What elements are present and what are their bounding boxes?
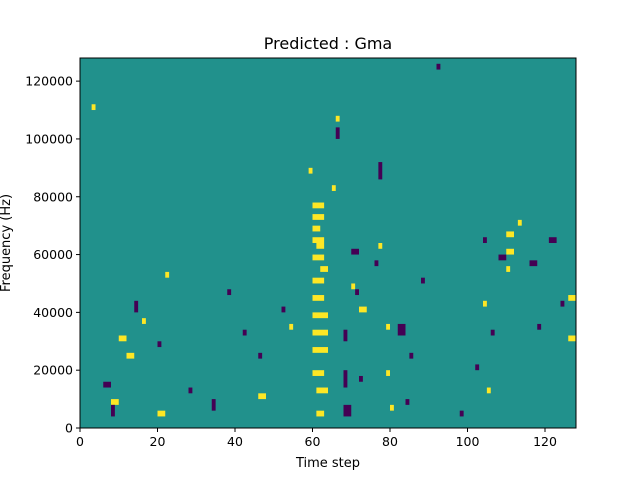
heatmap-cell: [91, 104, 96, 111]
heatmap-cell: [390, 404, 394, 411]
heatmap-cell: [316, 243, 325, 249]
heatmap-cell: [142, 318, 146, 324]
x-tick-label: 40: [227, 434, 243, 449]
x-tick-label: 20: [150, 434, 166, 449]
x-tick-label: 60: [305, 434, 321, 449]
heatmap-cell: [335, 115, 340, 122]
plot-frame: [79, 57, 577, 429]
heatmap-cell: [506, 266, 511, 272]
heatmap-cell: [335, 127, 340, 139]
heatmap-cell: [289, 323, 294, 330]
x-axis: 0 20 40 60 80 100 120: [76, 428, 557, 449]
heatmap-cell: [355, 289, 359, 296]
heatmap-cell: [386, 323, 390, 330]
x-tick-label: 80: [382, 434, 398, 449]
heatmap-cell: [312, 214, 325, 220]
heatmap-cell: [459, 410, 464, 417]
heatmap-cell: [165, 271, 170, 278]
heatmap-cell: [316, 410, 325, 417]
heatmap-cell: [281, 306, 286, 313]
heatmap-cell: [483, 300, 487, 307]
heatmap-cell: [312, 347, 328, 353]
heatmap-cells: [91, 63, 576, 417]
heatmap-cell: [211, 399, 216, 411]
heatmap-cell: [374, 260, 379, 267]
y-tick-label: 100000: [25, 131, 73, 146]
heatmap-cell: [312, 312, 328, 319]
heatmap-cell: [343, 329, 348, 342]
heatmap-cell: [409, 352, 414, 359]
heatmap-cell: [537, 323, 542, 330]
heatmap-cell: [312, 277, 325, 284]
y-tick-label: 80000: [33, 189, 73, 204]
y-tick-label: 20000: [33, 363, 73, 378]
heatmap-cell: [397, 323, 406, 336]
heatmap-cell: [118, 335, 127, 342]
heatmap-cell: [506, 248, 514, 255]
plot-background: [80, 58, 576, 428]
heatmap-cell: [386, 370, 390, 376]
heatmap-cell: [312, 329, 328, 336]
heatmap-cell: [331, 185, 336, 191]
heatmap-cell: [486, 387, 491, 394]
heatmap-cell: [405, 399, 410, 405]
heatmap-cell: [316, 387, 328, 394]
heatmap-cell: [359, 375, 363, 382]
heatmap-cell: [111, 404, 115, 417]
heatmap-cell: [548, 237, 557, 243]
heatmap-cell: [351, 283, 356, 290]
y-tick-label: 0: [65, 421, 73, 436]
heatmap-cell: [227, 289, 232, 296]
heatmap-cell: [506, 231, 514, 238]
heatmap-cell: [111, 399, 119, 405]
heatmap-cell: [568, 295, 576, 301]
heatmap-cell: [242, 329, 247, 336]
x-axis-label: Time step: [295, 456, 360, 471]
heatmap-cell: [560, 300, 565, 307]
heatmap-cell: [378, 162, 383, 180]
heatmap-cell: [343, 404, 352, 417]
y-tick-label: 60000: [33, 247, 73, 262]
y-axis-label: Frequency (Hz): [0, 194, 14, 292]
heatmap-cell: [568, 335, 576, 342]
x-tick-label: 120: [533, 434, 557, 449]
x-tick-label: 0: [76, 434, 84, 449]
heatmap-cell: [258, 352, 263, 359]
heatmap-cell: [157, 410, 166, 417]
heatmap-cell: [308, 167, 313, 174]
heatmap-cell: [483, 237, 487, 243]
heatmap-cell: [157, 341, 162, 348]
heatmap-cell: [312, 225, 321, 232]
heatmap-cell: [343, 370, 348, 388]
heatmap-cell: [103, 381, 111, 388]
y-axis: 0 20000 40000 60000 80000 100000 120000: [25, 74, 80, 436]
heatmap-cell: [320, 266, 328, 272]
y-tick-label: 40000: [33, 305, 73, 320]
y-tick-label: 120000: [25, 74, 73, 89]
chart-title: Predicted : Gma: [264, 34, 392, 53]
heatmap-cell: [529, 260, 538, 267]
x-tick-label: 100: [456, 434, 480, 449]
heatmap-cell: [312, 370, 325, 376]
heatmap-cell: [421, 277, 425, 284]
heatmap-cell: [312, 254, 325, 261]
heatmap-cell: [351, 248, 359, 255]
plot-area: [79, 57, 577, 429]
heatmap-cell: [134, 300, 139, 313]
heatmap-cell: [359, 306, 367, 313]
heatmap-cell: [188, 387, 193, 394]
heatmap-cell: [498, 254, 507, 261]
heatmap-cell: [436, 63, 441, 70]
heatmap-cell: [312, 295, 325, 301]
heatmap-cell: [126, 352, 135, 359]
heatmap-cell: [378, 243, 383, 249]
heatmap-cell: [312, 202, 325, 209]
heatmap-cell: [517, 219, 522, 226]
heatmap-cell: [312, 237, 325, 243]
heatmap-cell: [258, 393, 266, 400]
heatmap-cell: [475, 364, 480, 371]
heatmap-cell: [490, 329, 495, 336]
